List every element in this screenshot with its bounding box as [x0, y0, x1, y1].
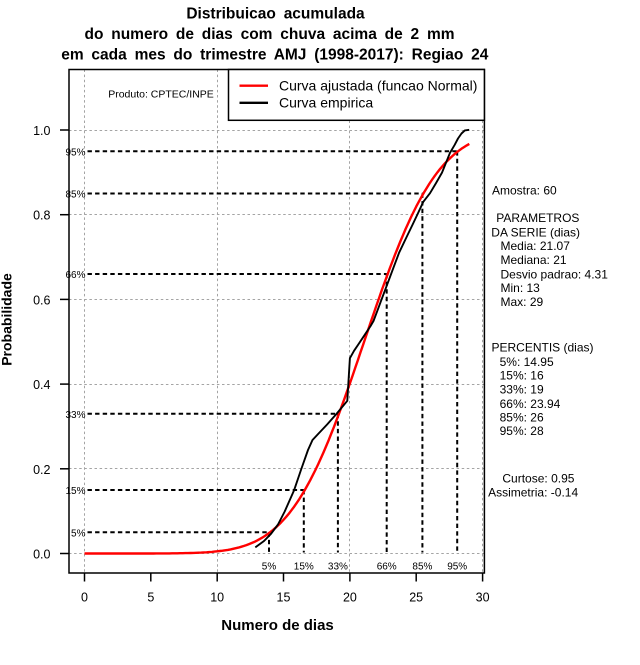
svg-text:1.0: 1.0: [33, 124, 50, 138]
svg-text:0.0: 0.0: [33, 548, 50, 562]
svg-text:0.6: 0.6: [33, 293, 50, 307]
svg-text:15%: 16: 15%: 16: [500, 369, 544, 383]
svg-text:15%: 15%: [65, 486, 85, 497]
svg-text:15%: 15%: [294, 562, 314, 573]
svg-text:5%: 5%: [71, 529, 86, 540]
svg-text:5%: 14.95: 5%: 14.95: [500, 355, 554, 369]
svg-text:5%: 5%: [262, 562, 277, 573]
svg-text:Media: 21.07: Media: 21.07: [501, 239, 571, 253]
svg-text:5: 5: [147, 591, 154, 605]
svg-text:66%: 23.94: 66%: 23.94: [500, 397, 561, 411]
svg-text:66%: 66%: [65, 270, 85, 281]
svg-text:Max: 29: Max: 29: [501, 295, 544, 309]
svg-text:Curva empirica: Curva empirica: [279, 95, 373, 111]
svg-text:Numero de dias: Numero de dias: [221, 617, 334, 634]
svg-text:Mediana: 21: Mediana: 21: [501, 253, 567, 267]
svg-text:em cada mes do trimestre AMJ (: em cada mes do trimestre AMJ (1998-2017)…: [61, 47, 489, 64]
svg-text:Curtose: 0.95: Curtose: 0.95: [502, 472, 574, 486]
svg-text:0.4: 0.4: [33, 378, 50, 392]
svg-text:Curva ajustada (funcao Normal): Curva ajustada (funcao Normal): [279, 78, 477, 94]
svg-text:Probabilidade: Probabilidade: [0, 273, 15, 366]
svg-text:95%: 95%: [447, 562, 467, 573]
svg-text:15: 15: [277, 591, 291, 605]
svg-text:33%: 33%: [65, 410, 85, 421]
svg-text:66%: 66%: [377, 562, 397, 573]
svg-text:95%: 95%: [65, 147, 85, 158]
svg-text:30: 30: [476, 591, 490, 605]
svg-text:0.8: 0.8: [33, 209, 50, 223]
svg-text:Desvio padrao: 4.31: Desvio padrao: 4.31: [501, 267, 609, 281]
svg-text:33%: 19: 33%: 19: [500, 383, 544, 397]
svg-text:Amostra: 60: Amostra: 60: [492, 184, 557, 198]
svg-text:33%: 33%: [328, 562, 348, 573]
svg-text:85%: 26: 85%: 26: [500, 410, 544, 424]
svg-text:PERCENTIS (dias): PERCENTIS (dias): [492, 341, 594, 355]
svg-text:Produto: CPTEC/INPE: Produto: CPTEC/INPE: [108, 89, 214, 101]
svg-text:DA SERIE (dias): DA SERIE (dias): [491, 225, 580, 239]
svg-text:0.2: 0.2: [33, 463, 50, 477]
svg-text:Distribuicao acumulada: Distribuicao acumulada: [186, 6, 365, 23]
svg-text:do numero de dias com chuva ac: do numero de dias com chuva acima de 2 m…: [84, 26, 454, 43]
svg-text:Min: 13: Min: 13: [501, 281, 541, 295]
svg-text:20: 20: [343, 591, 357, 605]
svg-text:25: 25: [409, 591, 423, 605]
svg-text:PARAMETROS: PARAMETROS: [496, 211, 579, 225]
svg-text:85%: 85%: [412, 562, 432, 573]
svg-text:85%: 85%: [65, 190, 85, 201]
svg-text:95%: 28: 95%: 28: [500, 424, 544, 438]
svg-text:0: 0: [81, 591, 88, 605]
svg-text:Assimetria: -0.14: Assimetria: -0.14: [488, 485, 578, 499]
svg-text:10: 10: [210, 591, 224, 605]
